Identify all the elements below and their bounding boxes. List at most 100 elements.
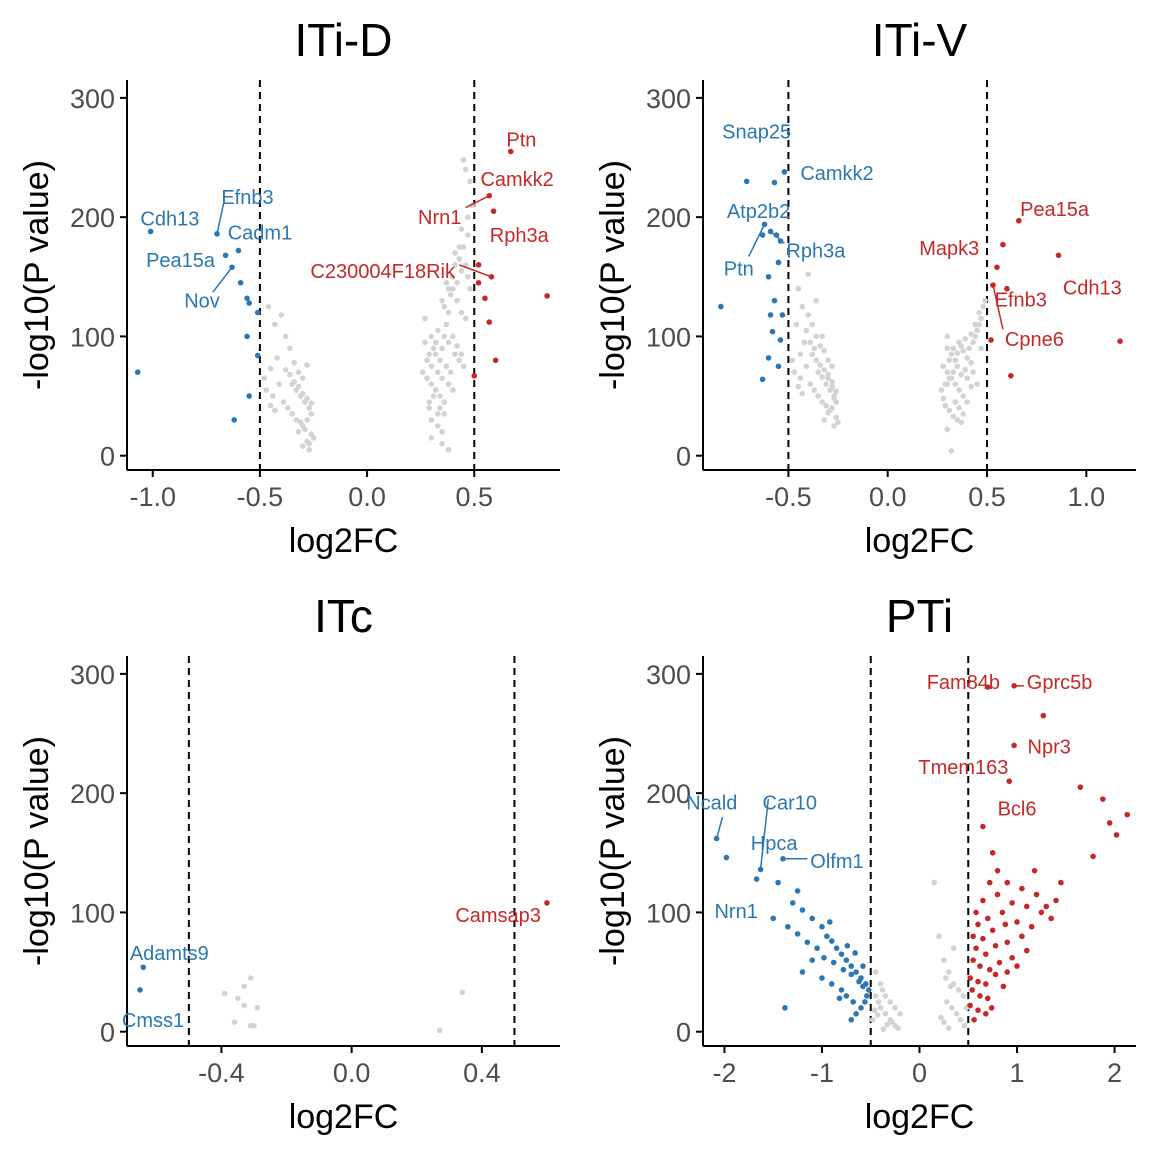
ns-point xyxy=(833,414,839,421)
ns-point xyxy=(289,411,295,417)
down-point xyxy=(254,309,261,316)
ns-point xyxy=(948,1005,955,1011)
y-tick-label: 300 xyxy=(646,660,691,690)
ns-point xyxy=(813,297,820,304)
ns-point xyxy=(443,363,450,370)
ns-point xyxy=(980,303,986,310)
gene-label: Ncald xyxy=(686,793,737,815)
down-point xyxy=(838,951,845,957)
ns-point xyxy=(827,407,833,414)
volcano-chart-pti: PTi log2FC -log10(P value) 0 100 200 300 -2 -1 0 1… xyxy=(594,590,1136,1136)
ns-point xyxy=(241,983,248,990)
ns-point xyxy=(221,990,228,997)
ns-point xyxy=(287,371,293,378)
up-point xyxy=(969,987,975,993)
down-point xyxy=(713,835,720,842)
y-tick-label: 0 xyxy=(676,1018,691,1048)
down-point xyxy=(743,178,750,185)
y-tick-label: 200 xyxy=(70,203,115,233)
gene-label: Cadm1 xyxy=(228,223,292,245)
ns-point xyxy=(952,357,959,364)
volcano-panel-pti: PTi log2FC -log10(P value) 0 100 200 300 -2 -1 0 1… xyxy=(576,576,1152,1152)
ns-point xyxy=(267,402,274,409)
chart-title: ITi-V xyxy=(872,14,968,66)
down-point xyxy=(759,232,766,238)
down-point xyxy=(779,312,786,318)
ns-point xyxy=(437,393,443,399)
ns-point xyxy=(465,273,471,280)
up-point xyxy=(989,927,996,934)
down-point xyxy=(860,983,866,990)
gene-label-connector xyxy=(458,264,492,278)
up-point xyxy=(977,963,983,969)
up-point xyxy=(983,951,989,957)
ns-point xyxy=(428,363,435,370)
ns-point xyxy=(972,321,978,328)
up-point xyxy=(967,975,974,981)
up-point xyxy=(1000,241,1006,248)
up-point xyxy=(1023,947,1030,954)
up-point xyxy=(970,933,976,940)
ns-point xyxy=(274,355,280,361)
ns-point xyxy=(968,359,974,366)
gene-label: Nrn1 xyxy=(714,901,757,923)
gene-label: Gprc5b xyxy=(1027,672,1093,694)
ns-point xyxy=(241,1002,248,1009)
up-point xyxy=(992,971,999,978)
down-point xyxy=(824,933,830,940)
ns-point xyxy=(261,375,267,381)
ns-point xyxy=(974,381,980,387)
up-point xyxy=(544,293,550,299)
down-point xyxy=(853,1010,859,1017)
ns-point xyxy=(809,351,816,358)
down-point xyxy=(222,252,229,259)
down-point xyxy=(843,993,850,999)
up-point xyxy=(1004,939,1011,946)
up-point xyxy=(975,978,981,985)
ns-point xyxy=(815,393,822,399)
down-point xyxy=(804,939,811,946)
ns-point xyxy=(938,1014,944,1021)
up-point xyxy=(1014,919,1020,925)
ns-point xyxy=(456,244,463,250)
ns-point xyxy=(940,395,947,402)
down-point xyxy=(137,987,143,993)
volcano-panel-iti-v: ITi-V log2FC -log10(P value) 0 100 200 300 -0.5… xyxy=(576,0,1152,576)
down-point xyxy=(848,971,855,978)
down-point xyxy=(246,300,252,306)
up-point xyxy=(471,372,478,379)
ns-point xyxy=(306,405,313,411)
down-point xyxy=(819,975,825,981)
ns-point xyxy=(454,297,460,304)
ns-point xyxy=(435,327,441,334)
ns-point xyxy=(879,987,886,993)
x-tick-label: -0.4 xyxy=(198,1058,245,1088)
up-point xyxy=(977,993,983,999)
ns-point xyxy=(263,387,270,393)
ns-point xyxy=(940,363,947,370)
ns-point xyxy=(889,1019,895,1025)
ns-point xyxy=(272,321,278,328)
ns-point xyxy=(897,1010,903,1017)
ns-point xyxy=(304,438,310,445)
ns-point xyxy=(278,312,285,318)
down-point xyxy=(140,964,147,971)
ns-point xyxy=(430,345,437,352)
ns-point xyxy=(950,345,957,352)
ns-point xyxy=(287,345,293,352)
gene-label: Snap25 xyxy=(722,121,791,143)
gene-label: Camsap3 xyxy=(455,905,541,927)
ns-point xyxy=(447,291,454,298)
ns-point xyxy=(291,359,297,366)
ns-point xyxy=(871,1007,878,1014)
ns-point xyxy=(954,363,961,370)
ns-point xyxy=(968,383,974,390)
gene-label: Nrn1 xyxy=(418,207,461,229)
down-point xyxy=(765,273,772,280)
up-point xyxy=(984,915,991,922)
ns-point xyxy=(247,975,254,981)
ns-point xyxy=(811,345,818,352)
down-point xyxy=(782,1005,788,1011)
ns-point xyxy=(872,993,879,999)
ns-point xyxy=(450,333,456,340)
